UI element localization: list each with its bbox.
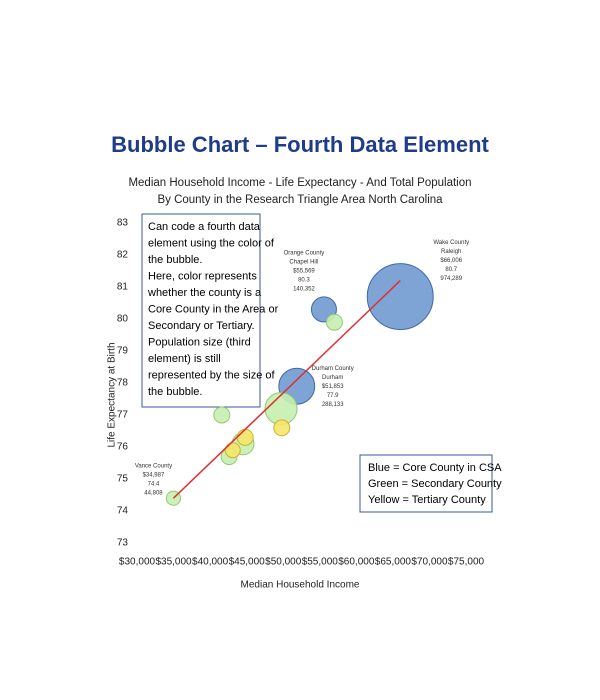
- slide-title: Bubble Chart – Fourth Data Element: [111, 132, 489, 157]
- callout-text: the bubble.: [148, 254, 202, 266]
- bubble-label: $55,569: [293, 268, 315, 274]
- bubble-label: $66,006: [440, 258, 462, 264]
- bubble-label: Orange County: [284, 250, 325, 256]
- callout-text: element) is still: [148, 353, 221, 365]
- y-tick-label: 80: [117, 314, 129, 325]
- trendline: [172, 280, 401, 499]
- bubble-label: 974,289: [440, 276, 462, 282]
- bubble-label: 288,133: [322, 402, 344, 408]
- bubble: [325, 313, 343, 331]
- y-tick-label: 74: [117, 506, 129, 517]
- bubble-label: $51,853: [322, 384, 344, 390]
- x-tick-label: $65,000: [375, 557, 412, 568]
- bubble-label: Wake County: [433, 240, 469, 246]
- x-tick-label: $60,000: [338, 557, 375, 568]
- x-tick-label: $45,000: [229, 557, 266, 568]
- y-tick-label: 76: [117, 442, 129, 453]
- callout-box: [141, 213, 261, 408]
- bubble-label: $34,987: [143, 473, 165, 479]
- x-tick-label: $30,000: [119, 557, 156, 568]
- x-tick-label: $70,000: [411, 557, 448, 568]
- legend-text: Yellow = Tertiary County: [368, 494, 486, 506]
- callout-text: the bubble.: [148, 386, 202, 398]
- bubble-label: Durham: [322, 375, 343, 381]
- bubble-label: 80.3: [298, 277, 310, 283]
- x-tick-label: $75,000: [448, 557, 485, 568]
- bubble-label: Raleigh: [441, 249, 461, 255]
- y-tick-label: 77: [117, 410, 129, 421]
- y-axis-label: Life Expectancy at Birth: [107, 342, 118, 447]
- callout-text: whether the county is a: [147, 287, 262, 299]
- x-tick-label: $50,000: [265, 557, 302, 568]
- y-tick-label: 75: [117, 474, 129, 485]
- bubble: [273, 419, 291, 437]
- callout-text: Core County in the Area or: [148, 303, 279, 315]
- y-tick-label: 73: [117, 538, 129, 549]
- bubble-label: 44,808: [144, 491, 163, 497]
- chart-subtitle: By County in the Research Triangle Area …: [157, 194, 443, 206]
- callout-text: represented by the size of: [148, 369, 276, 381]
- legend-text: Blue = Core County in CSA: [368, 462, 502, 474]
- x-tick-label: $55,000: [302, 557, 339, 568]
- y-tick-label: 79: [117, 346, 129, 357]
- chart-title: Median Household Income - Life Expectanc…: [128, 177, 471, 189]
- callout-text: Can code a fourth data: [148, 221, 261, 233]
- legend-box: [359, 454, 493, 513]
- bubble-label: Chapel Hill: [289, 259, 318, 265]
- y-tick-label: 81: [117, 282, 129, 293]
- y-tick-label: 78: [117, 378, 129, 389]
- bubble: [236, 428, 254, 446]
- bubble-label: 80.7: [445, 267, 457, 273]
- bubble-label: Durham County: [312, 366, 354, 372]
- bubble-label: 140,352: [293, 286, 315, 292]
- bubble: [224, 442, 241, 459]
- bubble-label: Vance County: [135, 464, 172, 470]
- x-tick-label: $35,000: [155, 557, 192, 568]
- x-axis-label: Median Household Income: [241, 580, 360, 591]
- legend-text: Green = Secondary County: [368, 478, 502, 490]
- y-tick-label: 82: [117, 250, 129, 261]
- bubble-label: 74.4: [148, 482, 160, 488]
- callout-text: element using the color of: [148, 237, 275, 249]
- bubble: [213, 406, 231, 424]
- callout-text: Secondary or Tertiary.: [148, 320, 255, 332]
- x-tick-label: $40,000: [192, 557, 229, 568]
- bubble: [366, 263, 434, 331]
- bubble-label: 77.9: [327, 393, 339, 399]
- callout-text: Here, color represents: [148, 270, 257, 282]
- y-tick-label: 83: [117, 218, 129, 229]
- callout-text: Population size (third: [148, 336, 251, 348]
